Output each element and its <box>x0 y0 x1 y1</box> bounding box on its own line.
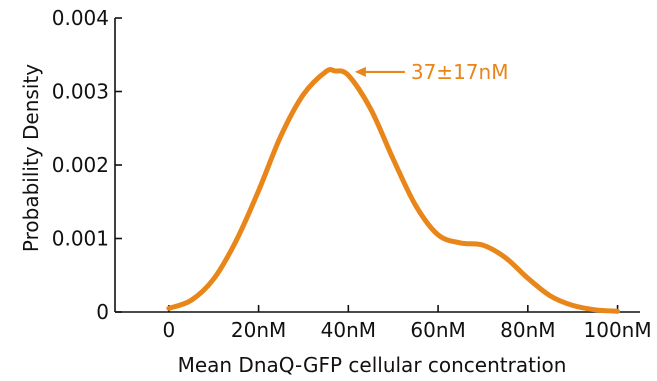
y-tick-label-4: 0.004 <box>52 6 109 30</box>
x-tick-label-0: 0 <box>162 318 175 342</box>
y-axis-label: Probability Density <box>19 64 43 252</box>
x-tick-label-2: 40nM <box>321 318 376 342</box>
x-axis-label: Mean DnaQ-GFP cellular concentration <box>178 353 567 377</box>
y-tick-label-1: 0.001 <box>52 227 109 251</box>
y-tick-label-0: 0 <box>96 300 109 324</box>
annotation-label: 37±17nM <box>411 60 509 84</box>
y-tick-label-3: 0.003 <box>52 80 109 104</box>
x-tick-label-1: 20nM <box>231 318 286 342</box>
annotation-arrow-head <box>354 66 366 77</box>
peak-annotation: 37±17nM <box>354 60 509 84</box>
y-tick-label-2: 0.002 <box>52 153 109 177</box>
x-tick-label-5: 100nM <box>584 318 652 342</box>
y-ticks: 0 0.001 0.002 0.003 0.004 <box>52 6 122 324</box>
x-tick-label-3: 60nM <box>410 318 465 342</box>
density-curve-line <box>166 67 621 314</box>
x-ticks: 0 20nM 40nM 60nM 80nM 100nM <box>162 305 652 342</box>
plot-frame <box>114 18 640 313</box>
x-tick-label-4: 80nM <box>500 318 555 342</box>
